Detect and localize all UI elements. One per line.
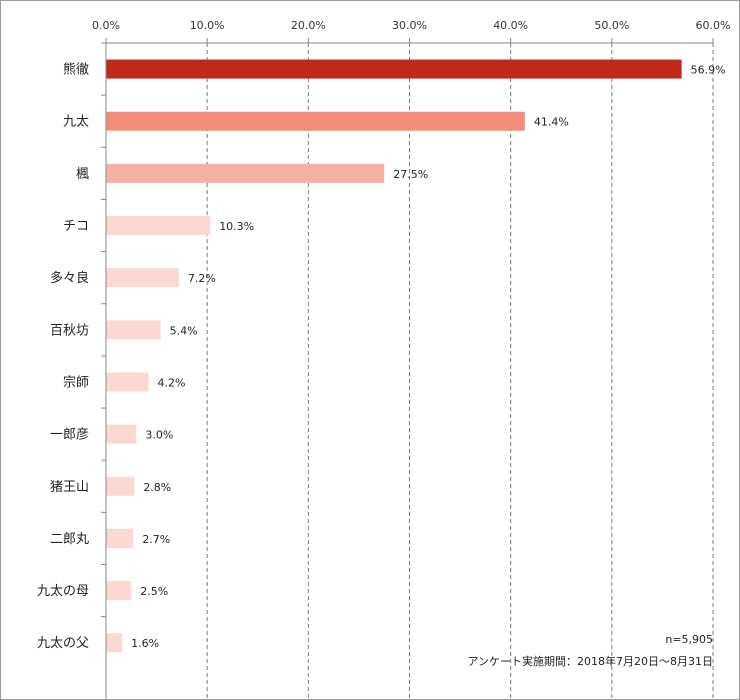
category-label: チコ	[63, 219, 89, 234]
category-label: 宗師	[63, 374, 89, 390]
bar	[106, 581, 132, 601]
sample-size-note: n=5,905	[665, 633, 713, 646]
bar	[106, 59, 682, 79]
value-label: 27.5%	[393, 168, 428, 181]
bar	[106, 216, 211, 236]
category-label: 猪王山	[50, 480, 89, 495]
category-label: 百秋坊	[50, 323, 89, 338]
x-tick-label: 20.0%	[291, 19, 326, 32]
category-label: 二郎丸	[50, 532, 89, 547]
value-label: 4.2%	[157, 376, 185, 389]
bar	[106, 268, 179, 288]
x-tick-label: 50.0%	[594, 19, 629, 32]
value-label: 5.4%	[170, 324, 198, 337]
value-label: 2.8%	[143, 481, 171, 494]
bar	[106, 633, 123, 653]
value-label: 41.4%	[534, 116, 569, 129]
value-label: 1.6%	[131, 637, 159, 650]
category-label: 九太	[63, 115, 89, 130]
value-label: 2.7%	[142, 533, 170, 546]
category-label: 多々良	[50, 270, 89, 286]
x-tick-label: 60.0%	[696, 19, 731, 32]
category-label: 熊徹	[63, 62, 89, 78]
x-tick-label: 30.0%	[392, 19, 427, 32]
bar	[106, 372, 149, 392]
value-label: 3.0%	[145, 429, 173, 442]
bar	[106, 424, 137, 444]
category-label: 九太の父	[37, 636, 89, 651]
x-tick-label: 10.0%	[190, 19, 225, 32]
bar	[106, 320, 161, 340]
bar	[106, 111, 525, 131]
survey-period-note: アンケート実施期間：2018年7月20日～8月31日	[467, 655, 713, 668]
bar	[106, 476, 135, 496]
value-label: 2.5%	[140, 585, 168, 598]
bar	[106, 528, 134, 548]
category-label: 一郎彦	[50, 427, 89, 443]
category-label: 楓	[76, 167, 89, 182]
value-label: 10.3%	[219, 220, 254, 233]
x-tick-label: 0.0%	[92, 19, 120, 32]
category-label: 九太の母	[37, 584, 89, 599]
x-tick-label: 40.0%	[493, 19, 528, 32]
bar	[106, 163, 385, 183]
value-label: 7.2%	[188, 272, 216, 285]
value-label: 56.9%	[691, 64, 726, 77]
